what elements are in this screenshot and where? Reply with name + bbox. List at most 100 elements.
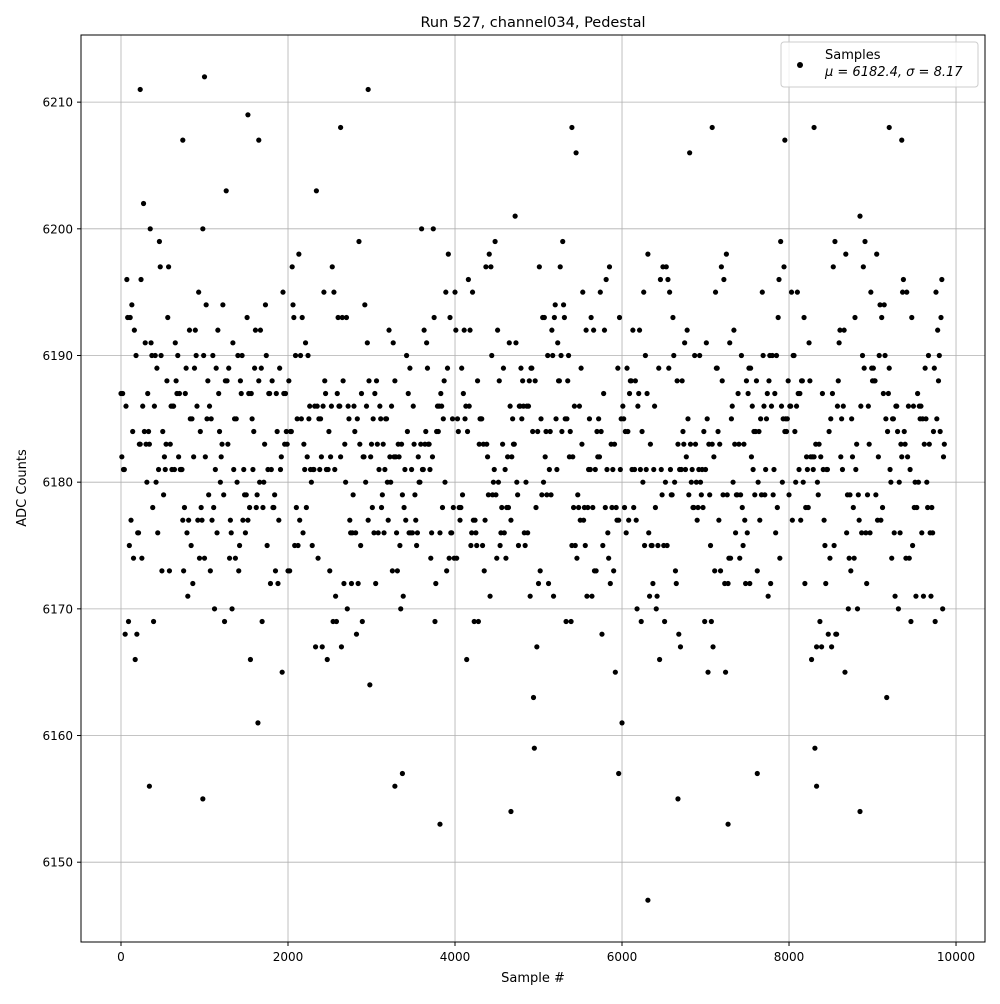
data-point — [196, 555, 203, 561]
data-point — [621, 504, 628, 511]
data-point — [502, 466, 508, 473]
data-point — [680, 428, 686, 435]
data-point — [687, 150, 693, 156]
data-point — [314, 403, 320, 409]
data-point — [505, 454, 511, 460]
data-point — [440, 416, 446, 422]
data-point — [125, 618, 132, 625]
data-point — [675, 441, 681, 447]
data-point-outlier — [675, 796, 681, 802]
data-point — [377, 403, 383, 409]
data-point — [881, 302, 887, 308]
data-point — [620, 403, 626, 409]
data-point — [643, 466, 649, 473]
data-point — [585, 504, 591, 511]
data-point — [723, 251, 729, 257]
data-point-outlier — [399, 770, 406, 777]
data-point — [655, 542, 661, 549]
data-point — [243, 492, 249, 498]
data-point — [462, 416, 468, 422]
data-point — [810, 466, 816, 473]
data-point — [808, 656, 815, 663]
data-point — [783, 428, 790, 435]
data-point — [905, 403, 912, 409]
data-point — [292, 352, 299, 359]
data-point — [535, 428, 541, 435]
data-point — [491, 466, 497, 473]
data-point — [487, 593, 493, 599]
data-point — [771, 466, 777, 473]
data-point — [727, 555, 734, 561]
data-point — [530, 428, 536, 435]
data-point — [214, 530, 220, 536]
data-point — [474, 542, 480, 549]
data-point — [639, 428, 645, 435]
data-point — [732, 441, 738, 447]
data-point — [788, 289, 795, 295]
data-point — [378, 504, 385, 511]
data-point — [940, 454, 947, 460]
data-point — [635, 403, 641, 409]
data-point — [839, 416, 845, 422]
data-point — [866, 441, 872, 447]
data-point — [568, 618, 574, 625]
data-point — [835, 378, 841, 384]
data-point — [279, 669, 285, 675]
data-point — [439, 504, 446, 511]
data-point — [172, 340, 178, 346]
data-point — [882, 352, 888, 359]
data-point — [146, 441, 152, 447]
data-point — [579, 441, 585, 447]
data-point — [506, 340, 512, 346]
data-point — [496, 378, 502, 384]
data-point — [508, 517, 514, 523]
data-point — [403, 517, 409, 523]
data-point — [529, 365, 535, 371]
data-point — [408, 466, 415, 473]
data-point — [773, 352, 780, 359]
data-point — [781, 264, 787, 270]
data-point — [818, 454, 824, 460]
data-point — [474, 378, 481, 384]
data-point — [343, 314, 350, 321]
data-point — [759, 289, 765, 295]
data-point — [224, 378, 230, 384]
data-point — [145, 428, 152, 435]
data-point — [901, 428, 907, 435]
data-point — [239, 352, 245, 359]
data-point — [724, 492, 730, 498]
data-point-outlier — [754, 770, 760, 777]
data-point — [488, 264, 494, 270]
data-point — [162, 466, 168, 473]
data-point — [542, 454, 548, 460]
data-point — [284, 441, 290, 447]
data-point — [295, 542, 301, 549]
data-point — [732, 530, 739, 536]
data-point — [846, 555, 852, 561]
data-point — [355, 580, 361, 587]
data-point — [372, 390, 378, 397]
data-point — [858, 403, 864, 409]
data-point — [855, 492, 861, 498]
data-point — [714, 365, 720, 371]
data-point — [737, 555, 743, 561]
data-point — [206, 492, 212, 498]
data-point — [688, 479, 694, 485]
data-point — [246, 504, 253, 511]
data-point — [890, 416, 896, 422]
data-point — [590, 504, 596, 511]
data-point-outlier — [392, 783, 398, 789]
data-point — [475, 618, 481, 625]
data-point — [853, 466, 859, 473]
data-point — [841, 327, 847, 333]
data-point — [193, 352, 199, 359]
data-point — [593, 568, 599, 574]
data-point — [778, 238, 784, 245]
y-axis: 6150 6160 6170 6180 6190 6200 6210 — [42, 96, 81, 870]
data-point — [302, 340, 309, 346]
data-point — [386, 327, 392, 333]
data-point — [484, 454, 491, 460]
data-point — [186, 327, 193, 333]
data-point — [840, 403, 846, 409]
data-point — [500, 365, 507, 371]
